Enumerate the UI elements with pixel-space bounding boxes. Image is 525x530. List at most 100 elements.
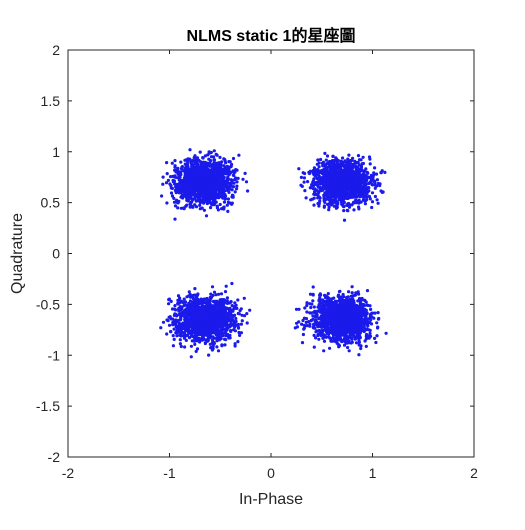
data-point xyxy=(364,182,368,186)
data-point xyxy=(363,186,367,190)
data-point xyxy=(184,158,188,162)
data-point xyxy=(225,332,230,336)
data-point xyxy=(179,344,183,349)
data-point xyxy=(198,203,202,207)
data-point xyxy=(226,197,230,201)
data-point xyxy=(329,203,333,207)
data-point xyxy=(323,200,327,204)
data-point xyxy=(196,321,200,325)
data-point xyxy=(349,188,353,192)
data-point xyxy=(171,344,175,348)
data-point xyxy=(186,183,190,187)
data-point xyxy=(192,339,197,343)
data-point xyxy=(343,163,347,168)
data-point xyxy=(198,207,202,211)
data-point xyxy=(173,217,177,221)
data-point xyxy=(339,170,343,174)
data-point xyxy=(345,195,349,199)
data-point xyxy=(211,304,215,308)
data-point xyxy=(341,193,345,197)
data-point xyxy=(325,154,330,158)
data-point xyxy=(224,284,228,288)
data-point xyxy=(223,181,227,185)
data-point xyxy=(336,170,341,174)
data-point xyxy=(348,165,352,169)
data-point xyxy=(186,199,190,203)
data-point xyxy=(226,176,230,180)
data-point xyxy=(369,307,373,311)
data-point xyxy=(188,148,192,152)
data-point xyxy=(230,193,235,197)
data-point xyxy=(297,167,301,171)
data-point xyxy=(226,319,230,323)
data-point xyxy=(219,292,224,296)
data-point xyxy=(233,301,237,305)
data-point xyxy=(336,201,340,205)
data-point xyxy=(359,165,363,169)
data-point xyxy=(237,312,241,316)
data-point xyxy=(196,183,201,187)
data-point xyxy=(214,325,219,329)
data-point xyxy=(351,165,355,169)
data-point xyxy=(220,207,224,211)
data-point xyxy=(203,341,207,346)
data-point xyxy=(160,194,164,198)
data-point xyxy=(201,195,205,199)
data-point xyxy=(187,173,191,177)
data-point xyxy=(326,202,330,207)
data-point xyxy=(343,159,347,163)
data-point xyxy=(201,299,205,303)
data-point xyxy=(229,314,233,318)
data-point xyxy=(354,341,359,345)
data-point xyxy=(358,195,362,199)
data-point xyxy=(311,299,315,303)
data-point xyxy=(198,179,202,183)
data-point xyxy=(165,201,169,205)
data-point xyxy=(200,184,204,188)
data-point xyxy=(305,310,309,314)
data-point xyxy=(225,313,229,318)
data-point xyxy=(224,161,228,165)
data-point xyxy=(188,309,192,313)
data-point xyxy=(229,164,233,168)
data-point xyxy=(204,169,208,173)
data-point xyxy=(232,328,236,332)
data-point xyxy=(244,180,249,184)
data-point xyxy=(357,168,361,172)
data-point xyxy=(380,190,384,194)
data-point xyxy=(217,193,221,197)
data-point xyxy=(222,169,226,174)
data-point xyxy=(187,189,191,193)
data-point xyxy=(195,195,199,199)
data-point xyxy=(230,179,234,183)
data-point xyxy=(301,171,305,175)
data-point xyxy=(234,168,238,172)
data-point xyxy=(324,166,328,170)
data-point xyxy=(207,169,211,173)
data-point xyxy=(240,319,244,323)
data-point xyxy=(225,188,230,192)
data-point xyxy=(198,329,202,333)
data-point xyxy=(319,187,324,191)
data-point xyxy=(200,188,204,192)
data-point xyxy=(373,166,377,170)
data-point xyxy=(195,173,199,178)
data-point xyxy=(212,290,217,294)
data-point xyxy=(328,182,332,186)
data-point xyxy=(212,149,216,153)
data-point xyxy=(191,191,195,196)
data-point xyxy=(182,326,186,330)
data-point xyxy=(330,198,334,202)
data-point xyxy=(185,196,189,200)
data-point xyxy=(183,183,187,188)
data-point xyxy=(214,313,218,317)
data-point xyxy=(327,208,331,212)
data-point xyxy=(343,182,348,186)
data-point xyxy=(343,340,347,344)
data-point xyxy=(178,328,182,332)
data-point xyxy=(206,335,210,339)
data-point xyxy=(172,196,176,200)
data-point xyxy=(184,204,188,208)
data-point xyxy=(223,327,227,331)
data-point xyxy=(318,199,322,203)
